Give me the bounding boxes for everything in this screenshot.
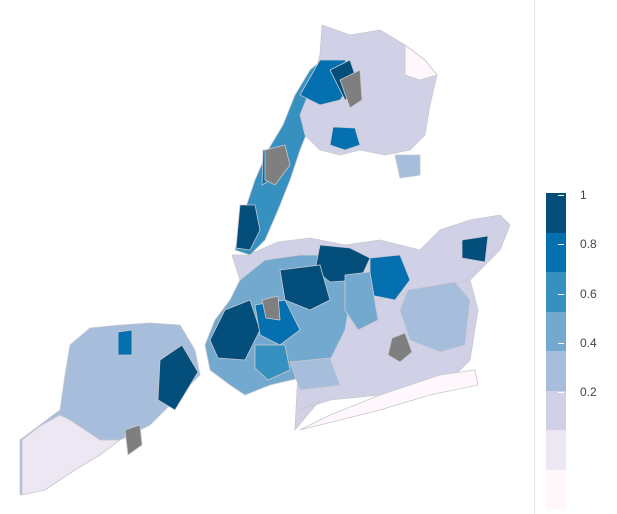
region-rockaway[interactable] [299, 369, 479, 431]
region-brooklyn-southwest[interactable] [254, 344, 291, 381]
legend-tick [558, 293, 564, 295]
legend-tick [558, 195, 564, 196]
region-brooklyn-north[interactable] [279, 264, 331, 311]
legend-tick-label: 1 [580, 188, 587, 202]
legend-swatch [546, 390, 566, 430]
region-missing-prospect-park[interactable] [261, 295, 281, 321]
legend-swatch [546, 351, 566, 391]
legend-swatch [546, 193, 566, 233]
legend-tick-label: 0.4 [580, 335, 597, 350]
region-missing-jfk[interactable] [387, 332, 413, 363]
legend-swatch [546, 272, 566, 312]
panel-divider [534, 0, 535, 514]
legend-tick-label: 0.6 [580, 286, 597, 301]
legend-swatch [546, 311, 566, 351]
region-brooklyn-southeast[interactable] [289, 357, 341, 391]
region-queens-north[interactable] [394, 154, 421, 179]
legend-tick-label: 0.2 [580, 385, 597, 400]
legend-tick [558, 392, 564, 394]
region-missing-fresh-kills[interactable] [124, 424, 143, 456]
region-staten-east[interactable] [157, 344, 199, 411]
legend-tick-label: 0.8 [580, 237, 597, 252]
region-missing-bronx[interactable] [339, 69, 363, 109]
region-midtown[interactable] [235, 204, 261, 251]
region-brooklyn-south[interactable] [209, 299, 261, 361]
borough-bronx[interactable] [299, 24, 438, 156]
region-queens-east[interactable] [461, 235, 489, 263]
region-missing-central-park[interactable] [264, 144, 291, 186]
region-bronx-south[interactable] [329, 126, 361, 151]
colorbar-legend: 1 0.8 0.6 0.4 0.2 [544, 189, 614, 513]
choropleth-map [19, 24, 511, 496]
legend-swatch [546, 469, 566, 509]
region-bronx-northeast[interactable] [404, 44, 438, 81]
legend-swatch [546, 232, 566, 272]
legend-tick [558, 342, 564, 344]
region-jamaica[interactable] [399, 281, 471, 353]
legend-swatch [546, 430, 566, 470]
legend-tick [558, 244, 564, 246]
region-staten-north[interactable] [117, 329, 133, 356]
region-staten-island-south[interactable] [21, 414, 122, 496]
region-queens-ridgewood[interactable] [344, 271, 379, 331]
